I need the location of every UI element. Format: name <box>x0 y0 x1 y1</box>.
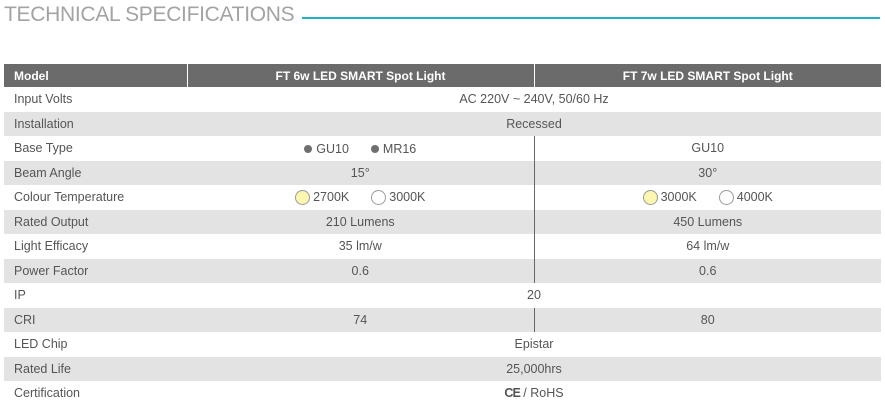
table-row: CRI 74 80 <box>4 307 881 332</box>
header-model: Model <box>4 64 188 87</box>
row-label: Installation <box>4 111 187 136</box>
table-row: Power Factor 0.6 0.6 <box>4 258 881 283</box>
row-label: CRI <box>4 307 187 332</box>
table-row: LED Chip Epistar <box>4 332 881 357</box>
row-value: Epistar <box>187 332 881 357</box>
table-row: Rated Life 25,000hrs <box>4 356 881 381</box>
row-label: Light Efficacy <box>4 234 187 259</box>
beam-angle-7w: 30° <box>534 160 881 185</box>
section-header: TECHNICAL SPECIFICATIONS <box>4 0 880 30</box>
table-row: Base Type GU10 MR16 GU10 <box>4 136 881 161</box>
warm-white-swatch-icon <box>642 189 658 205</box>
cct-option: 3000K <box>389 190 426 205</box>
row-value: 25,000hrs <box>187 356 881 381</box>
row-value: Recessed <box>187 111 881 136</box>
row-value: AC 220V ~ 240V, 50/60 Hz <box>187 87 881 112</box>
cct-option: 4000K <box>736 190 773 205</box>
cool-white-swatch-icon <box>371 189 387 205</box>
table-row: Colour Temperature 2700K 3000K 3000K 4000K <box>4 185 881 210</box>
table-row: Input Volts AC 220V ~ 240V, 50/60 Hz <box>4 87 881 112</box>
base-option: MR16 <box>382 141 417 156</box>
table-row: Beam Angle 15° 30° <box>4 160 881 185</box>
cct-option: 3000K <box>660 190 697 205</box>
efficacy-7w: 64 lm/w <box>534 234 881 259</box>
base-option: GU10 <box>316 141 349 156</box>
title-underline <box>302 17 880 19</box>
rated-output-7w: 450 Lumens <box>534 209 881 234</box>
table-row: IP 20 <box>4 283 881 308</box>
cri-6w: 74 <box>187 307 535 332</box>
colour-temp-6w: 2700K 3000K <box>187 185 535 210</box>
efficacy-6w: 35 lm/w <box>187 234 535 259</box>
bullet-icon <box>370 144 379 153</box>
spec-table: Model FT 6w LED SMART Spot Light FT 7w L… <box>4 64 881 406</box>
header-6w: FT 6w LED SMART Spot Light <box>187 64 535 87</box>
warm-white-swatch-icon <box>295 189 311 205</box>
beam-angle-6w: 15° <box>187 160 535 185</box>
row-label: Rated Output <box>4 209 187 234</box>
table-row: Rated Output 210 Lumens 450 Lumens <box>4 209 881 234</box>
rated-output-6w: 210 Lumens <box>187 209 535 234</box>
section-title: TECHNICAL SPECIFICATIONS <box>4 3 295 26</box>
row-label: Beam Angle <box>4 160 187 185</box>
row-label: Colour Temperature <box>4 185 187 210</box>
row-label: Power Factor <box>4 258 187 283</box>
cri-7w: 80 <box>534 307 881 332</box>
certification-value: CE / RoHS <box>187 381 881 406</box>
bullet-icon <box>304 144 313 153</box>
certification-text: / RoHS <box>519 386 564 401</box>
table-row: Light Efficacy 35 lm/w 64 lm/w <box>4 234 881 259</box>
row-label: LED Chip <box>4 332 187 357</box>
base-type-6w: GU10 MR16 <box>187 136 535 161</box>
row-label: Certification <box>4 381 187 406</box>
power-factor-7w: 0.6 <box>534 258 881 283</box>
cool-white-swatch-icon <box>718 189 734 205</box>
row-label: IP <box>4 283 187 308</box>
power-factor-6w: 0.6 <box>187 258 535 283</box>
row-label: Base Type <box>4 136 187 161</box>
row-label: Input Volts <box>4 87 187 112</box>
row-label: Rated Life <box>4 356 187 381</box>
header-7w: FT 7w LED SMART Spot Light <box>534 64 881 87</box>
ce-mark-icon: CE <box>504 386 520 401</box>
base-type-7w: GU10 <box>534 136 881 161</box>
colour-temp-7w: 3000K 4000K <box>534 185 881 210</box>
table-header-row: Model FT 6w LED SMART Spot Light FT 7w L… <box>4 64 881 87</box>
table-row: Certification CE / RoHS <box>4 381 881 406</box>
row-value: 20 <box>187 283 881 308</box>
table-row: Installation Recessed <box>4 111 881 136</box>
cct-option: 2700K <box>313 190 350 205</box>
